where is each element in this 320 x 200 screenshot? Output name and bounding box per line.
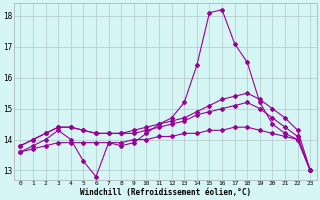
X-axis label: Windchill (Refroidissement éolien,°C): Windchill (Refroidissement éolien,°C) xyxy=(80,188,251,197)
